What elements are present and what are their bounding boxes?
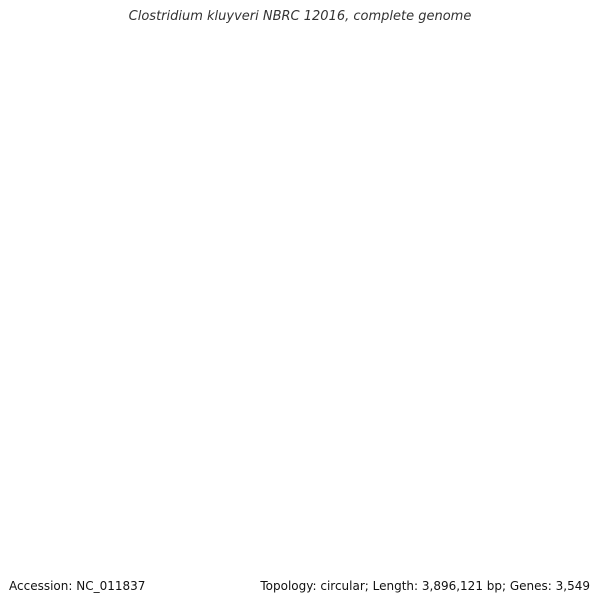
accession-text: Accession: NC_011837 — [9, 579, 146, 593]
topology-text: Topology: circular; Length: 3,896,121 bp… — [260, 579, 590, 593]
map-title: Clostridium kluyveri NBRC 12016, complet… — [128, 9, 472, 24]
map-footer: Accession: NC_011837 Topology: circular;… — [0, 574, 600, 600]
